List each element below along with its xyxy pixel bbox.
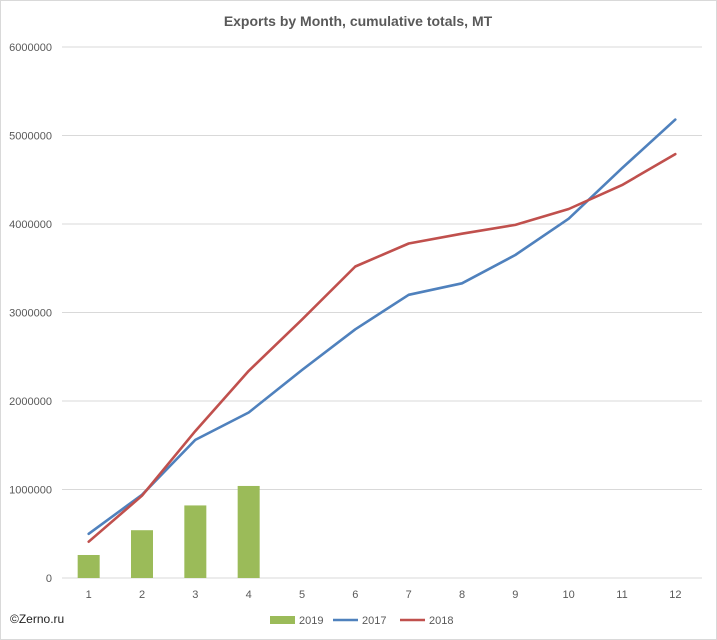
chart-title: Exports by Month, cumulative totals, MT xyxy=(224,13,493,29)
legend-swatch-2019 xyxy=(270,616,295,624)
gridlines xyxy=(62,46,702,579)
x-axis-tick-labels: 1 2 3 4 5 6 7 8 9 10 11 12 xyxy=(86,589,682,601)
y-axis-tick-labels: 0 1000000 2000000 3000000 4000000 5000000 6000… xyxy=(9,42,52,585)
bar-2019 xyxy=(77,554,100,578)
x-tick-label: 9 xyxy=(512,589,518,601)
x-tick-label: 1 xyxy=(86,589,92,601)
x-tick-label: 3 xyxy=(192,589,198,601)
y-tick-label: 6000000 xyxy=(9,42,52,54)
y-tick-label: 3000000 xyxy=(9,308,52,320)
legend-label-2018: 2018 xyxy=(429,615,453,627)
bar-2019 xyxy=(237,485,260,578)
y-tick-label: 4000000 xyxy=(9,219,52,231)
x-tick-label: 11 xyxy=(616,589,627,601)
x-tick-label: 10 xyxy=(563,589,575,601)
bar-2019 xyxy=(184,505,207,578)
legend-label-2017: 2017 xyxy=(362,615,386,627)
x-tick-label: 7 xyxy=(406,589,412,601)
y-tick-label: 5000000 xyxy=(9,131,52,143)
x-tick-label: 4 xyxy=(246,589,252,601)
credit-text: ©Zerno.ru xyxy=(10,612,65,626)
line-series-2018 xyxy=(87,152,677,544)
x-tick-label: 5 xyxy=(299,589,305,601)
bars-2019 xyxy=(77,485,260,578)
y-tick-label: 0 xyxy=(46,573,52,585)
x-tick-label: 6 xyxy=(352,589,358,601)
y-tick-label: 1000000 xyxy=(9,485,52,497)
x-tick-label: 12 xyxy=(669,589,681,601)
legend-label-2019: 2019 xyxy=(299,615,323,627)
line-series-2017 xyxy=(87,118,677,536)
legend: 2019 2017 2018 xyxy=(270,615,453,627)
series-lines xyxy=(87,118,677,544)
x-tick-label: 8 xyxy=(459,589,465,601)
x-tick-label: 2 xyxy=(139,589,145,601)
y-tick-label: 2000000 xyxy=(9,396,52,408)
bar-2019 xyxy=(131,530,153,578)
